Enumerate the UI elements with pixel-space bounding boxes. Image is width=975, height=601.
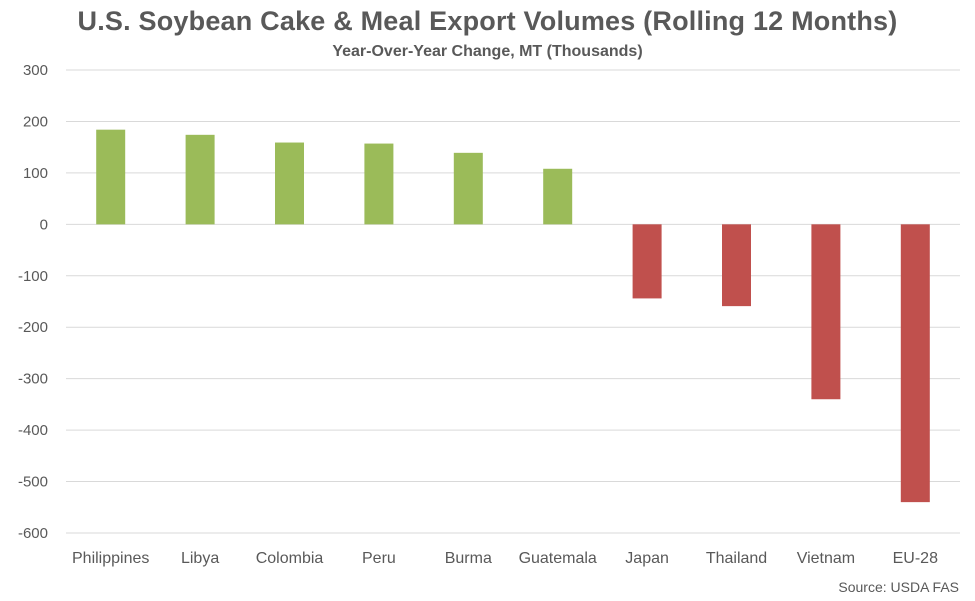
y-axis-ticks: 300 200 100 0 -100 -200 -300 -400 -500 -600 bbox=[18, 62, 48, 542]
x-tick-label: EU-28 bbox=[893, 550, 938, 567]
x-tick-label: Burma bbox=[445, 550, 492, 567]
chart-title: U.S. Soybean Cake & Meal Export Volumes … bbox=[77, 6, 898, 36]
x-axis-ticks: Philippines Libya Colombia Peru Burma Guatema… bbox=[72, 550, 938, 567]
grid-lines bbox=[66, 69, 960, 534]
y-tick-label: 100 bbox=[23, 165, 48, 182]
y-tick-label: -500 bbox=[18, 474, 48, 491]
bar-eu-28 bbox=[900, 224, 930, 503]
bar-guatemala bbox=[543, 168, 573, 225]
bars bbox=[96, 129, 930, 503]
bar-burma bbox=[453, 152, 483, 225]
x-tick-label: Guatemala bbox=[519, 550, 597, 567]
bar-vietnam bbox=[811, 224, 841, 400]
bar-colombia bbox=[275, 142, 304, 225]
bar-philippines bbox=[96, 129, 126, 225]
bar-japan bbox=[632, 224, 662, 299]
x-tick-label: Thailand bbox=[706, 550, 767, 567]
chart-subtitle: Year-Over-Year Change, MT (Thousands) bbox=[332, 43, 643, 60]
y-tick-label: 0 bbox=[40, 216, 48, 233]
y-tick-label: 300 bbox=[23, 62, 48, 79]
x-tick-label: Vietnam bbox=[797, 550, 855, 567]
x-tick-label: Libya bbox=[181, 550, 219, 567]
y-tick-label: -400 bbox=[18, 422, 48, 439]
bar-thailand bbox=[722, 224, 751, 307]
y-tick-label: -600 bbox=[18, 525, 48, 542]
x-tick-label: Philippines bbox=[72, 550, 149, 567]
x-tick-label: Colombia bbox=[256, 550, 324, 567]
x-tick-label: Peru bbox=[362, 550, 396, 567]
x-tick-label: Japan bbox=[625, 550, 669, 567]
y-tick-label: -100 bbox=[18, 268, 48, 285]
source-note: Source: USDA FAS bbox=[838, 579, 959, 595]
y-tick-label: -300 bbox=[18, 371, 48, 388]
y-tick-label: 200 bbox=[23, 113, 48, 130]
bar-peru bbox=[364, 143, 394, 225]
y-tick-label: -200 bbox=[18, 319, 48, 336]
bar-libya bbox=[185, 134, 215, 225]
